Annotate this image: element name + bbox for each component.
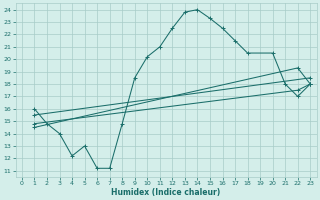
X-axis label: Humidex (Indice chaleur): Humidex (Indice chaleur) (111, 188, 221, 197)
